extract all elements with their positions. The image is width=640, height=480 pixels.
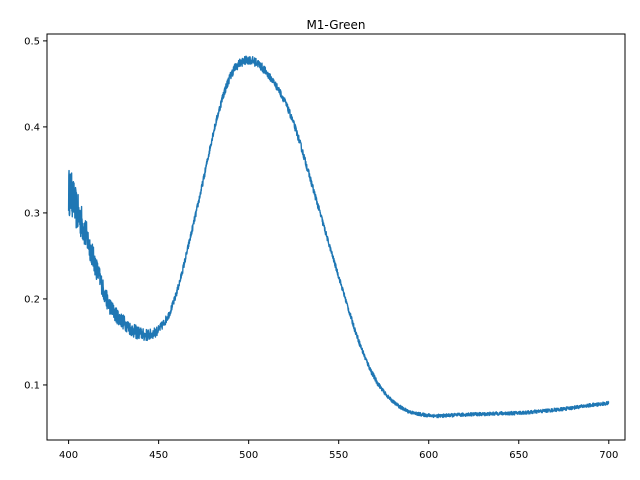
x-tick-label: 700 [599, 450, 618, 461]
x-tick-label: 400 [59, 450, 78, 461]
x-tick-label: 550 [329, 450, 348, 461]
axes-frame [46, 33, 626, 441]
chart-title: M1-Green [306, 18, 365, 32]
y-tick-label: 0.1 [24, 380, 40, 391]
x-axis: 400 450 500 550 600 650 700 [59, 440, 618, 461]
y-tick-label: 0.5 [24, 36, 40, 47]
y-tick-label: 0.2 [24, 294, 40, 305]
plot-area [67, 55, 610, 419]
x-tick-label: 450 [149, 450, 168, 461]
y-tick-label: 0.4 [24, 122, 40, 133]
x-tick-label: 650 [509, 450, 528, 461]
y-axis: 0.1 0.2 0.3 0.4 0.5 [24, 36, 47, 391]
y-tick-label: 0.3 [24, 208, 40, 219]
x-tick-label: 600 [419, 450, 438, 461]
x-tick-label: 500 [239, 450, 258, 461]
spectrum-line [67, 55, 610, 419]
